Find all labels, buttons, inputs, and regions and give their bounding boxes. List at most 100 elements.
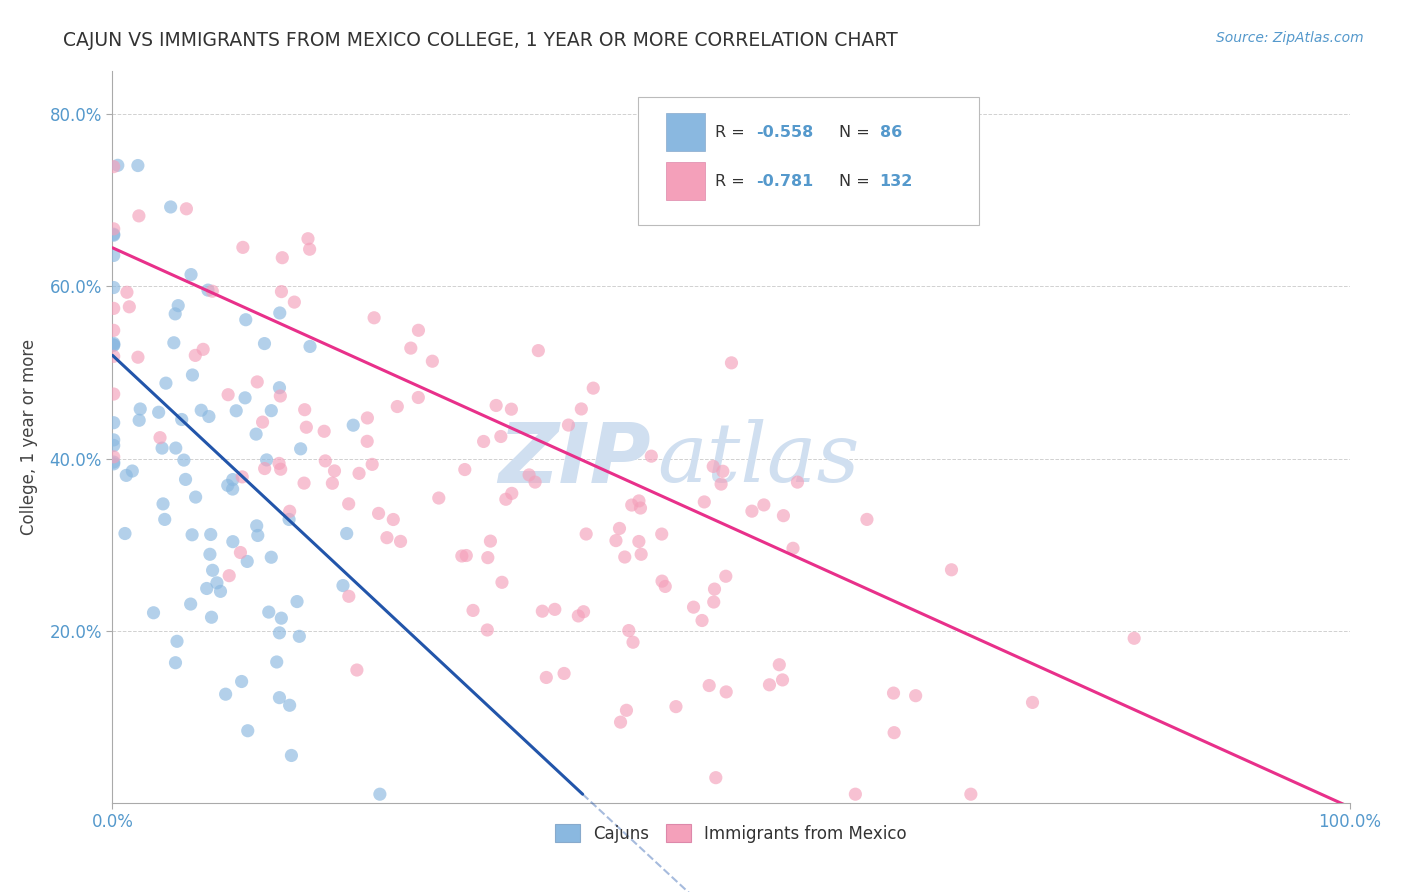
Point (256, 453, 278, 467)
Point (654, 579, 676, 593)
Point (190, 403, 212, 417)
Point (103, 323, 125, 337)
Y-axis label: College, 1 year or more: College, 1 year or more (21, 339, 38, 535)
Point (651, 574, 673, 588)
Point (260, 550, 283, 565)
Point (103, 222, 125, 236)
Point (245, 427, 267, 442)
Point (536, 670, 558, 684)
Point (752, 498, 775, 512)
Point (609, 521, 631, 535)
Point (702, 459, 724, 474)
Point (103, 450, 125, 464)
Point (605, 533, 627, 548)
Point (368, 787, 391, 801)
Point (582, 381, 605, 395)
Point (128, 413, 150, 427)
Point (217, 387, 239, 401)
Point (103, 228, 125, 243)
Point (627, 494, 650, 508)
Point (758, 678, 780, 692)
Point (115, 468, 138, 483)
Point (233, 391, 256, 405)
Point (1123, 632, 1146, 646)
Point (367, 507, 389, 521)
Point (231, 470, 253, 484)
Point (121, 464, 143, 478)
Text: atlas: atlas (657, 419, 859, 499)
Point (609, 715, 631, 730)
Point (640, 449, 662, 463)
Point (103, 433, 125, 447)
Point (495, 492, 517, 507)
Point (128, 209, 150, 223)
Point (491, 575, 513, 590)
Point (103, 338, 125, 352)
Point (285, 594, 308, 608)
Point (941, 563, 963, 577)
Point (477, 550, 499, 565)
Point (269, 381, 291, 395)
Point (567, 609, 589, 624)
Point (356, 411, 378, 425)
Point (222, 534, 245, 549)
Text: N =: N = (839, 125, 875, 139)
Point (165, 656, 187, 670)
Point (167, 299, 190, 313)
Point (103, 336, 125, 351)
Point (221, 482, 243, 496)
Point (159, 200, 181, 214)
Point (103, 455, 125, 469)
Point (153, 512, 176, 526)
FancyBboxPatch shape (665, 162, 706, 200)
Point (184, 348, 207, 362)
Point (314, 425, 336, 439)
Point (501, 486, 523, 500)
Point (232, 240, 254, 254)
Point (569, 401, 592, 416)
Point (557, 418, 579, 433)
Point (456, 549, 478, 563)
Point (527, 343, 550, 358)
Point (714, 569, 737, 583)
Point (361, 458, 384, 472)
Point (294, 402, 316, 417)
Point (170, 412, 193, 426)
Point (517, 467, 540, 482)
Point (200, 610, 222, 624)
Point (246, 375, 269, 389)
Point (222, 473, 245, 487)
Point (217, 478, 239, 492)
Point (148, 405, 170, 419)
Point (408, 323, 430, 337)
Point (1021, 695, 1043, 709)
Point (127, 159, 149, 173)
Point (693, 495, 716, 509)
Point (710, 477, 733, 491)
Point (236, 554, 259, 568)
Point (165, 307, 187, 321)
Point (201, 563, 224, 577)
Point (408, 391, 430, 405)
Point (489, 429, 512, 443)
Point (572, 605, 595, 619)
Point (197, 283, 219, 297)
Point (332, 578, 354, 592)
Point (269, 690, 291, 705)
Point (389, 534, 412, 549)
Point (553, 666, 575, 681)
Point (103, 387, 125, 401)
Text: R =: R = (716, 125, 749, 139)
Point (399, 341, 422, 355)
Point (323, 464, 346, 478)
Point (174, 472, 197, 486)
Point (176, 202, 198, 216)
Point (180, 268, 202, 282)
Point (155, 376, 177, 391)
Point (883, 725, 905, 739)
Point (195, 582, 218, 596)
Point (347, 467, 370, 481)
Point (283, 295, 305, 310)
Point (544, 602, 567, 616)
Text: 86: 86 (880, 125, 901, 139)
